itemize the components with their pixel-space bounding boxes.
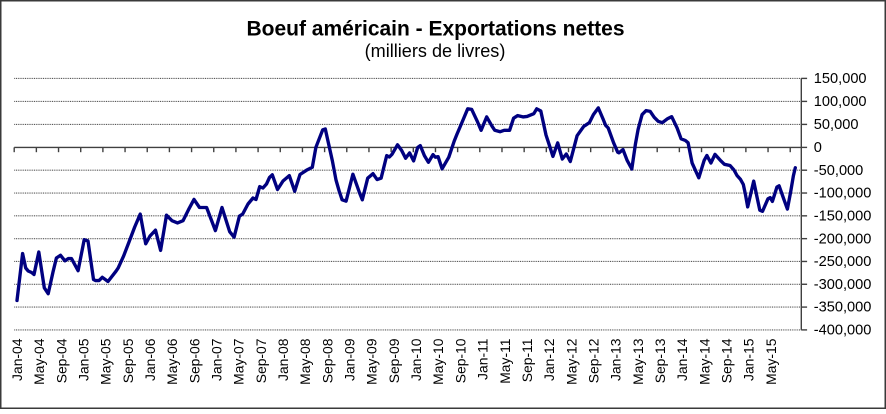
svg-text:150,000: 150,000 xyxy=(814,71,867,87)
svg-text:Sep-13: Sep-13 xyxy=(652,338,668,383)
svg-text:Jan-11: Jan-11 xyxy=(475,338,491,380)
svg-text:May-08: May-08 xyxy=(297,338,313,385)
svg-text:-300,000: -300,000 xyxy=(814,277,872,293)
svg-text:Sep-08: Sep-08 xyxy=(319,338,335,383)
svg-text:May-07: May-07 xyxy=(231,338,247,385)
svg-text:May-11: May-11 xyxy=(497,338,513,384)
svg-text:May-05: May-05 xyxy=(98,338,114,385)
svg-text:Sep-14: Sep-14 xyxy=(718,338,734,383)
svg-text:May-09: May-09 xyxy=(364,338,380,385)
svg-text:Jan-04: Jan-04 xyxy=(9,338,25,381)
svg-text:Jan-05: Jan-05 xyxy=(75,338,91,381)
svg-text:Boeuf américain - Exportations: Boeuf américain - Exportations nettes xyxy=(246,17,624,40)
svg-text:Sep-10: Sep-10 xyxy=(452,338,468,383)
svg-text:Sep-11: Sep-11 xyxy=(519,338,535,382)
svg-text:May-06: May-06 xyxy=(164,338,180,385)
svg-text:May-15: May-15 xyxy=(763,338,779,385)
svg-text:Jan-06: Jan-06 xyxy=(142,338,158,381)
svg-text:-150,000: -150,000 xyxy=(814,208,872,224)
svg-text:May-14: May-14 xyxy=(696,338,712,385)
svg-text:0: 0 xyxy=(814,140,822,156)
svg-text:May-10: May-10 xyxy=(430,338,446,385)
svg-text:-200,000: -200,000 xyxy=(814,231,872,247)
svg-text:Sep-06: Sep-06 xyxy=(186,338,202,383)
svg-text:(milliers de livres): (milliers de livres) xyxy=(365,41,506,61)
svg-text:-50,000: -50,000 xyxy=(814,163,864,179)
svg-text:May-13: May-13 xyxy=(630,338,646,385)
svg-text:May-04: May-04 xyxy=(31,338,47,385)
svg-text:-400,000: -400,000 xyxy=(814,323,872,339)
svg-text:May-12: May-12 xyxy=(563,338,579,385)
svg-text:Jan-14: Jan-14 xyxy=(674,338,690,381)
svg-text:Jan-08: Jan-08 xyxy=(275,338,291,381)
svg-text:Jan-13: Jan-13 xyxy=(608,338,624,381)
svg-text:-100,000: -100,000 xyxy=(814,186,872,202)
svg-text:Jan-15: Jan-15 xyxy=(741,338,757,381)
svg-text:Sep-09: Sep-09 xyxy=(386,338,402,383)
svg-text:Sep-05: Sep-05 xyxy=(120,338,136,383)
svg-text:Jan-12: Jan-12 xyxy=(541,338,557,381)
svg-text:50,000: 50,000 xyxy=(814,117,859,133)
svg-text:-250,000: -250,000 xyxy=(814,254,872,270)
svg-text:Sep-12: Sep-12 xyxy=(585,338,601,383)
svg-text:Sep-07: Sep-07 xyxy=(253,338,269,383)
svg-text:Jan-09: Jan-09 xyxy=(342,338,358,381)
svg-text:Sep-04: Sep-04 xyxy=(53,338,69,383)
svg-text:Jan-10: Jan-10 xyxy=(408,338,424,381)
svg-text:Jan-07: Jan-07 xyxy=(209,338,225,381)
svg-text:100,000: 100,000 xyxy=(814,94,867,110)
svg-text:-350,000: -350,000 xyxy=(814,300,872,316)
